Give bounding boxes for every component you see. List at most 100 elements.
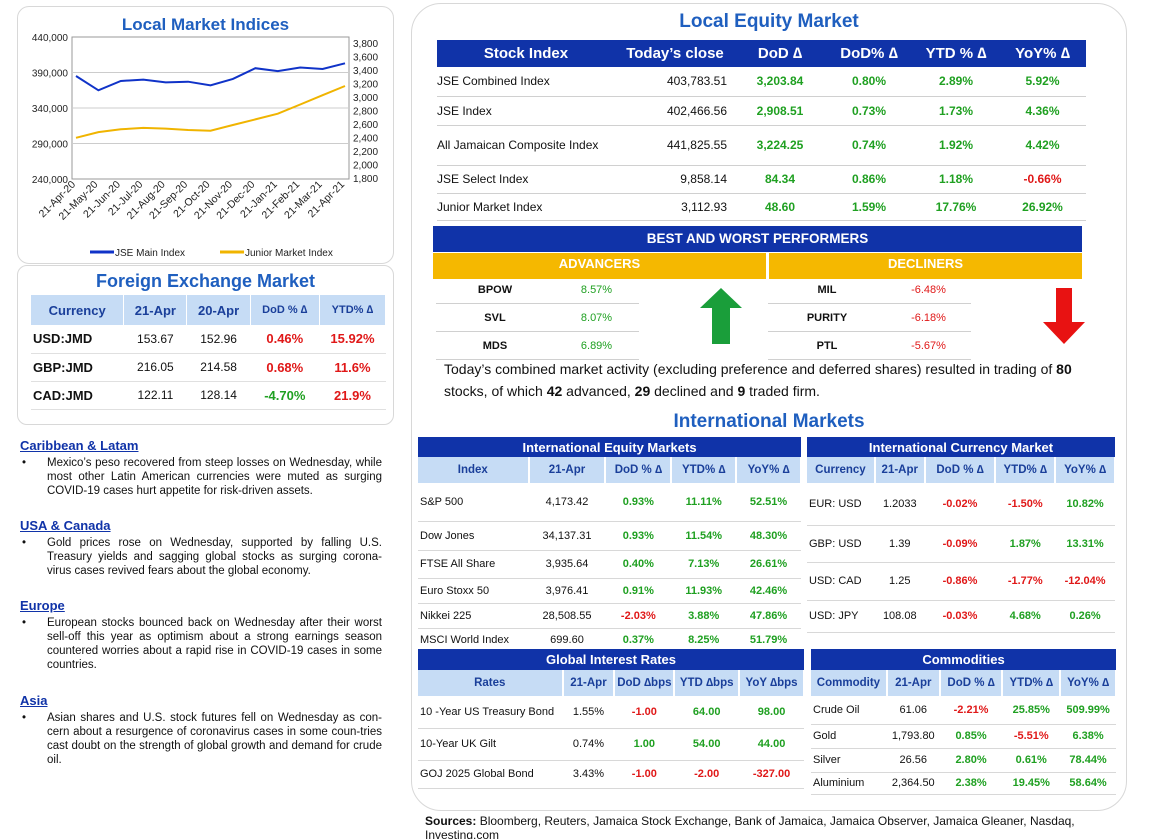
row-ytd: -5.51% [1002,724,1061,749]
row-value: 61.06 [886,696,940,725]
fx-value: 122.11 [123,381,187,410]
equity-row: Junior Market Index 3,112.93 48.60 1.59% 17.… [437,193,1086,221]
column-header: Index [418,457,530,483]
column-header: YTD ∆bps [674,670,741,696]
right-axis-tick-label: 3,200 [353,80,378,91]
equity-dod-pct: 1.59% [825,193,913,221]
row-dod: 0.93% [605,521,672,551]
table-row: USD: CAD 1.25 -0.86% -1.77% -12.04% [807,562,1115,601]
row-value: 699.60 [528,628,606,652]
row-ytd: 11.93% [671,578,737,604]
news-text: European stocks bounced back on Wednesda… [20,616,382,672]
row-yoy: 42.46% [736,578,801,604]
news-heading: Asia [20,693,48,708]
column-header: Rates [418,670,564,696]
right-axis-tick-label: 2,600 [353,120,378,131]
table-row: GBP: USD 1.39 -0.09% 1.87% 13.31% [807,525,1115,563]
commod-table: Commodities Commodity 21-Apr DoD % ∆ YTD% ∆ Y… [811,649,1117,795]
right-axis-tick-label: 2,000 [353,161,378,172]
decliner-row: PTL -5.67% [768,334,971,360]
row-value: 1.2033 [874,483,925,526]
column-header: 21-Apr [562,670,616,696]
row-value: 1.25 [874,562,925,601]
row-dod: 1.00 [614,728,675,761]
column-header: 21-Apr [528,457,607,483]
row-dod: 2.38% [939,772,1003,795]
row-ytd: -1.77% [995,562,1056,601]
fx-header: 20-Apr [186,295,251,325]
row-yoy: 48.30% [736,521,801,551]
table-title: Commodities [922,652,1005,667]
activity-text: traded firm. [745,383,820,399]
fx-dod: 0.68% [250,353,320,382]
international-markets-title: International Markets [673,411,865,432]
right-panel [411,3,1127,811]
row-label: Silver [811,748,887,773]
row-ytd: 25.85% [1002,696,1061,725]
fx-title: Foreign Exchange Market [95,271,316,291]
row-yoy: 44.00 [739,728,804,761]
fx-row: USD:JMD 153.67 152.96 0.46% 15.92% [31,325,386,354]
table-row: 10 -Year US Treasury Bond 1.55% -1.00 64.00… [418,696,804,729]
equity-dod: 3,203.84 [735,67,825,97]
right-axis-tick-label: 1,800 [353,174,378,185]
right-axis-tick-label: 3,000 [353,93,378,104]
local-equity-title: Local Equity Market [679,11,859,32]
row-ytd: 7.13% [671,550,737,579]
legend-label: Junior Market Index [245,248,333,259]
right-axis-tick-label: 2,800 [353,107,378,118]
table-row: MSCI World Index 699.60 0.37% 8.25% 51.79% [418,628,801,652]
row-ytd: 11.11% [671,483,737,522]
best-worst-header: BEST AND WORST PERFORMERS [433,226,1082,252]
equity-dod: 3,224.25 [735,125,825,166]
equity-dod: 48.60 [735,193,825,221]
advancers-header: ADVANCERS [433,253,766,279]
equity-name: JSE Select Index [437,165,615,194]
row-ytd: 54.00 [674,728,740,761]
activity-text: stocks, of which [444,383,547,399]
column-header: 21-Apr [886,670,941,696]
decliner-row: PURITY -6.18% [768,306,971,332]
row-label: FTSE All Share [418,550,529,579]
green-up-arrow-icon [700,288,742,344]
news-item: USA & Canada Gold prices rose on Wednesda… [20,518,382,578]
column-header: YoY% ∆ [1060,670,1117,696]
activity-text: advanced, [562,383,635,399]
table-row: Aluminium 2,364.50 2.38% 19.45% 58.64% [811,772,1116,795]
fx-value: 216.05 [123,353,187,382]
row-value: 3.43% [562,760,615,789]
equity-row: JSE Select Index 9,858.14 84.34 0.86% 1.18% -… [437,165,1086,194]
fx-currency: CAD:JMD [31,381,124,410]
equity-yoy: 26.92% [999,193,1086,221]
row-yoy: 78.44% [1060,748,1116,773]
decliners-header: DECLINERS [769,253,1082,279]
row-dod: 2.80% [939,748,1003,773]
row-dod: -1.00 [614,760,675,789]
series-line-junior-market [75,85,346,139]
news-item: Europe European stocks bounced back on We… [20,598,382,672]
table-row: Nikkei 225 28,508.55 -2.03% 3.88% 47.86% [418,603,801,629]
rates-table: Global Interest Rates Rates 21-Apr DoD ∆bps… [418,649,805,789]
table-row: Silver 26.56 2.80% 0.61% 78.44% [811,748,1116,773]
fx-ytd: 21.9% [319,381,386,410]
equity-dod-pct: 0.74% [825,125,913,166]
fx-table: Currency 21-Apr 20-Apr DoD % ∆ YTD% ∆ US… [31,295,387,410]
stock-change: 6.89% [580,340,613,352]
row-yoy: 98.00 [739,696,804,729]
equity-dod: 2,908.51 [735,96,825,126]
column-header: YTD% ∆ [671,457,738,483]
stock-symbol: PURITY [806,312,848,324]
row-value: 1,793.80 [886,724,940,749]
row-yoy: 26.61% [736,550,801,579]
row-label: Aluminium [811,772,887,795]
market-indices-chart: 440,000 390,000 340,000 290,000 240,000 3,800… [32,33,379,259]
equity-dod-pct: 0.73% [825,96,913,126]
fx-currency: GBP:JMD [31,353,124,382]
row-label: 10-Year UK Gilt [418,728,563,761]
news-item: Asia Asian shares and U.S. stock futures … [20,693,382,767]
chart-title: Local Market Indices [121,15,290,34]
stock-change: 8.57% [580,284,613,296]
equity-row: JSE Combined Index 403,783.51 3,203.84 0.80… [437,67,1086,97]
market-indices-chart-panel: Local Market Indices 440,000 390,000 340,0… [17,6,394,264]
equity-header: Stock Index [483,45,569,62]
